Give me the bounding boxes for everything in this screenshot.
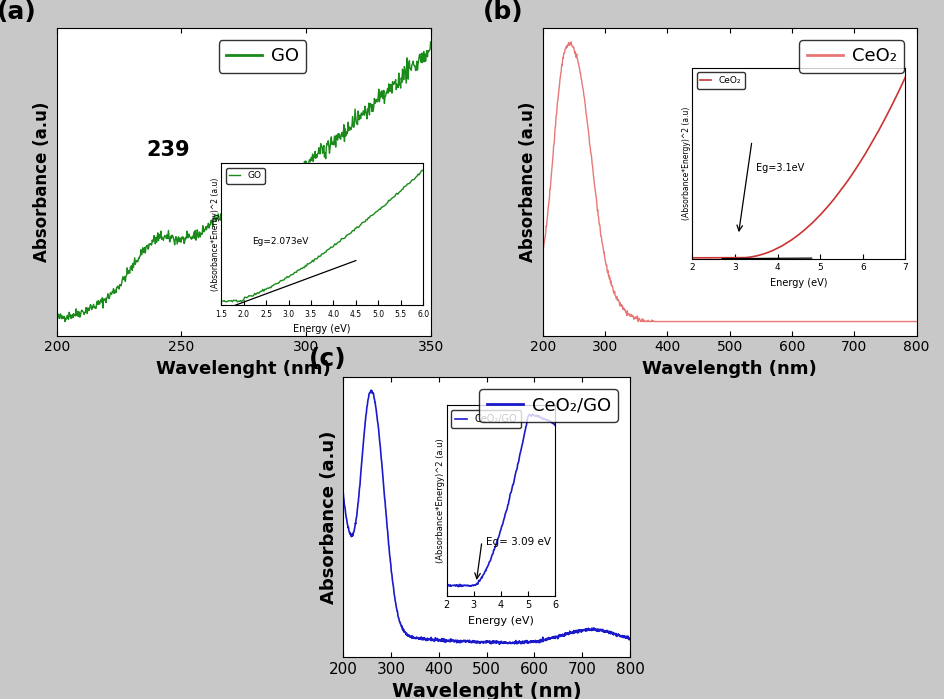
X-axis label: Wavelength (nm): Wavelength (nm) [642, 360, 817, 378]
X-axis label: Wavelenght (nm): Wavelenght (nm) [156, 360, 330, 378]
Legend: CeO₂/GO: CeO₂/GO [479, 389, 617, 421]
Text: (b): (b) [482, 0, 523, 24]
Legend: CeO₂: CeO₂ [799, 40, 902, 73]
Legend: GO: GO [218, 40, 306, 73]
Y-axis label: Absorbance (a.u): Absorbance (a.u) [518, 101, 536, 262]
Y-axis label: Absorbance (a.u): Absorbance (a.u) [33, 101, 51, 262]
Y-axis label: Absorbance (a.u): Absorbance (a.u) [319, 431, 337, 604]
X-axis label: Wavelenght (nm): Wavelenght (nm) [392, 682, 581, 699]
Text: 239: 239 [146, 140, 190, 160]
Text: (c): (c) [309, 347, 346, 371]
Text: (a): (a) [0, 0, 37, 24]
